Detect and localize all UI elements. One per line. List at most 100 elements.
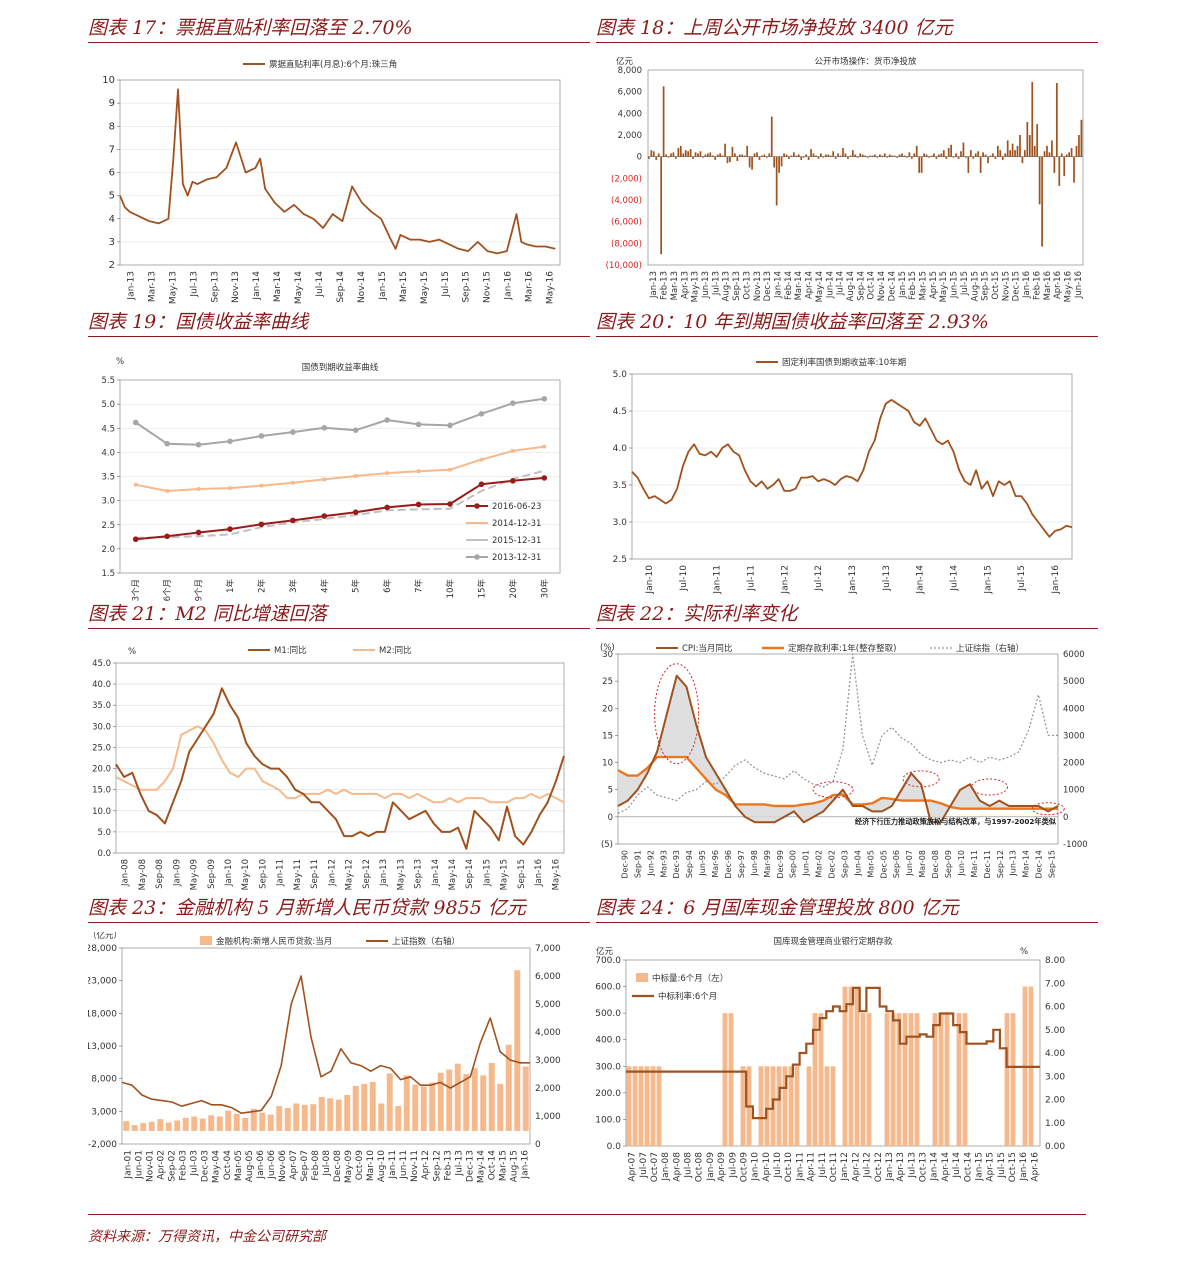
bar xyxy=(780,156,783,167)
x-tick-label: Jan-13 xyxy=(885,1152,895,1182)
bar xyxy=(1055,83,1058,157)
bar xyxy=(756,152,758,157)
x-tick-label: Sep-13 xyxy=(414,859,424,889)
x-tick-label: Jul-10 xyxy=(773,1152,783,1179)
legend-volume-swatch xyxy=(636,973,648,982)
chart-23-svg: -2,000 3,000 8,000 13,000 18,000 23,000 28,000… xyxy=(86,930,562,1183)
y-tick-label: 5 xyxy=(608,786,613,796)
x-tick-label: Jul-09 xyxy=(728,1152,738,1179)
x-tick-label: Jan-16 xyxy=(1051,565,1061,595)
legend-rate: 中标利率:6个月 xyxy=(658,991,717,1002)
bar xyxy=(806,1066,812,1146)
panel-24: 图表 24：6 月国库现金管理投放 800 亿元 0.0 100.0 200.0 30… xyxy=(595,894,1098,1194)
x-tick-label: Apr-10 xyxy=(762,1152,772,1182)
x-tick-label: Jun-13 xyxy=(1009,850,1018,877)
bar xyxy=(1068,152,1070,157)
y2-tick-label: 4000 xyxy=(1063,704,1085,714)
bar xyxy=(758,1066,764,1146)
source-note: 资料来源：万得资讯，中金公司研究部 xyxy=(88,1229,326,1245)
bar xyxy=(1078,135,1080,157)
x-tick-label: Jun-07 xyxy=(905,850,914,877)
series-line-rate xyxy=(119,88,556,255)
y2-tick-label: 4,000 xyxy=(535,1028,561,1038)
series-point xyxy=(258,433,265,439)
series-line-2015-12-31 xyxy=(135,469,545,539)
bar xyxy=(977,151,980,157)
x-tick-label: Aug-13 xyxy=(722,271,732,301)
series-point xyxy=(290,429,296,435)
bar xyxy=(216,1116,223,1131)
bar xyxy=(782,1066,788,1146)
y-tick-label: 6 xyxy=(109,168,115,179)
bar xyxy=(902,1013,908,1146)
bar xyxy=(626,1066,632,1146)
bar xyxy=(412,1084,419,1131)
x-tick-label: Sep-11 xyxy=(310,859,320,889)
bar xyxy=(893,155,896,157)
chart-17: 2 3 4 5 6 7 8 9 10 Jan-13 Mar-13 May-13 Jul-13 Sep-13… xyxy=(88,52,590,304)
y2-unit-label: % xyxy=(1020,947,1028,957)
series-point xyxy=(164,440,170,447)
y-tick-label: 5.0 xyxy=(613,370,628,380)
x-tick-label: Mar-13 xyxy=(670,271,680,300)
x-tick-label: Jul-13 xyxy=(454,1150,464,1177)
bar xyxy=(794,1066,800,1146)
x-tick-label: Dec-13 xyxy=(465,1150,475,1182)
bar xyxy=(395,1106,402,1131)
x-tick-label: Apr-15 xyxy=(929,271,939,299)
x-tick-label: May-12 xyxy=(345,859,355,890)
y-tick-label: 0.0 xyxy=(97,849,111,859)
series-point xyxy=(227,438,233,445)
x-tick-label: Sep-08 xyxy=(155,859,165,889)
chart-24-svg: 0.0 100.0 200.0 300.0 400.0 500.0 600.0 700.0 0.… xyxy=(595,936,1065,1182)
bar xyxy=(259,1112,266,1131)
x-tick-label: Jan-08 xyxy=(121,859,131,887)
x-tick-label: Jan-16 xyxy=(1022,271,1032,299)
bar xyxy=(770,116,773,157)
bar xyxy=(1036,124,1039,157)
x-tick-label: Mar-15 xyxy=(399,271,409,302)
y2-tick-label: 7,000 xyxy=(535,944,561,954)
x-tick-label: 5年 xyxy=(351,579,362,593)
bar xyxy=(1028,135,1031,157)
y-tick-label: 5.5 xyxy=(101,376,115,386)
x-tick-label: Jan-16 xyxy=(1019,1152,1029,1182)
y-tick-label: 3.5 xyxy=(101,473,115,483)
bar xyxy=(962,1013,968,1146)
series-point xyxy=(478,481,485,488)
x-tick-label: Jun-16 xyxy=(1074,271,1084,299)
x-tick-label: Aug-10 xyxy=(377,1150,387,1183)
bar xyxy=(1019,135,1021,157)
x-tick-label: Jan-11 xyxy=(713,565,723,595)
x-tick-label: Jan-12 xyxy=(327,859,337,887)
bar xyxy=(764,1066,770,1146)
x-tick-label: Jul-15 xyxy=(997,1152,1007,1179)
bar xyxy=(514,970,521,1131)
series-point xyxy=(352,427,359,433)
x-tick-label: Mar-10 xyxy=(366,1150,376,1181)
bar xyxy=(773,156,776,168)
y-tick-label: 23,000 xyxy=(88,977,117,987)
x-tick-label: Apr-12 xyxy=(421,1150,431,1180)
y-tick-label: 15.0 xyxy=(92,786,111,796)
bar xyxy=(724,143,726,157)
y2-tick-label: 2000 xyxy=(1063,759,1085,769)
bar xyxy=(932,1013,938,1146)
y-tick-label: 700.0 xyxy=(596,956,621,966)
bar xyxy=(923,153,925,157)
y-tick-label: 3 xyxy=(109,237,115,248)
y-tick-label: 3.0 xyxy=(101,497,115,507)
bar xyxy=(740,1066,746,1146)
bar xyxy=(672,152,675,157)
y-tick-label: 10.0 xyxy=(92,807,111,817)
bar xyxy=(714,156,717,160)
x-tick-label: Sep-07 xyxy=(300,1150,310,1182)
x-tick-label: Apr-14 xyxy=(805,271,815,299)
bar xyxy=(795,155,798,157)
bar xyxy=(652,151,655,157)
bar xyxy=(1063,156,1066,177)
x-tick-label: Oct-15 xyxy=(1008,1152,1018,1182)
bar xyxy=(1011,143,1014,157)
legend-m2: M2:同比 xyxy=(379,645,412,656)
y-tick-label: 2 xyxy=(109,260,115,271)
